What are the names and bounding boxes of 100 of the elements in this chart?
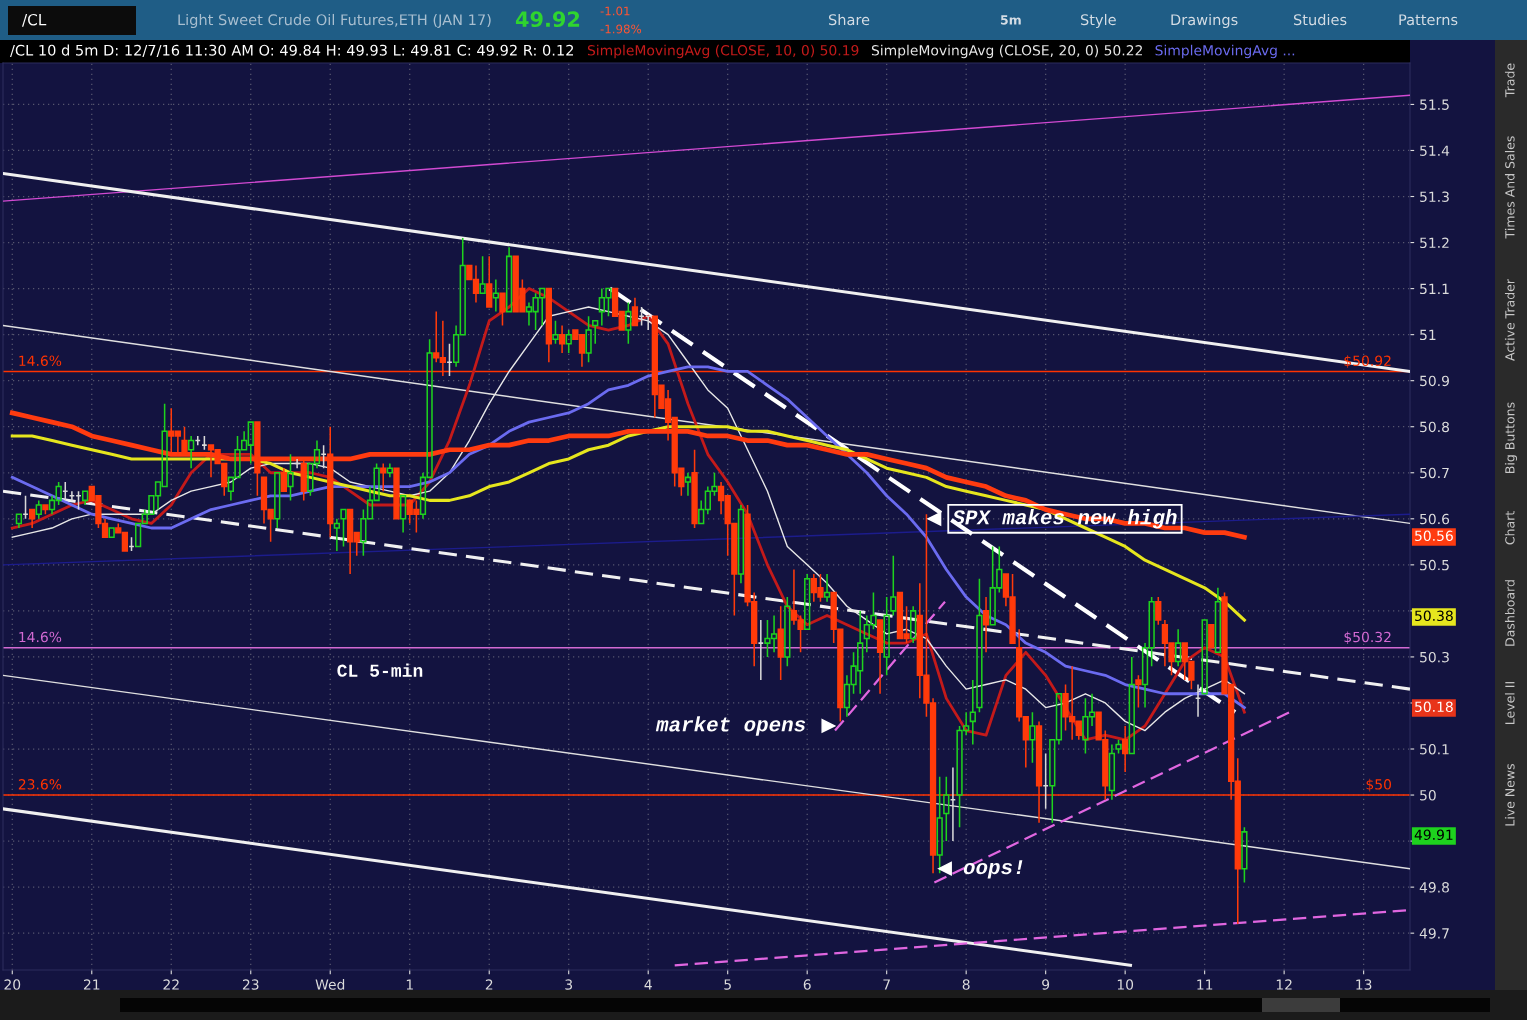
y-tick-label: 51.2 [1420, 237, 1449, 249]
candlestick [804, 573, 811, 631]
text: /CL [22, 13, 47, 27]
text: Patterns [1399, 14, 1458, 26]
x-tick-label: 6 [803, 979, 811, 990]
y-tick-label: 51.1 [1420, 283, 1449, 295]
candlestick [1201, 619, 1208, 695]
x-tick-label: 20 [4, 979, 21, 990]
y-tick-label: 50.5 [1420, 559, 1449, 571]
text: -1.98% [600, 24, 642, 34]
candlestick [386, 462, 394, 479]
candlestick [280, 467, 288, 492]
candlestick [181, 425, 188, 456]
candlestick [982, 596, 990, 654]
text: SimpleMovingAvg (CLOSE, 10, 0) 50.19 [587, 44, 859, 59]
candlestick [1174, 628, 1182, 667]
candlestick [1208, 623, 1215, 649]
candlestick [552, 320, 559, 345]
candlestick [545, 287, 552, 364]
annotation: oops! [963, 860, 1023, 879]
annotation: CL 5-min [337, 663, 423, 677]
candlestick [499, 292, 506, 327]
annotation: market opens [655, 716, 806, 736]
x-tick-label: 4 [644, 979, 652, 990]
candlestick [446, 343, 453, 377]
text: Times And Sales [1504, 136, 1515, 239]
candlestick [645, 315, 652, 331]
text: Level II [1504, 682, 1515, 724]
candlestick [187, 435, 195, 469]
text: Share [828, 13, 870, 26]
candlestick [300, 458, 307, 502]
y-tick-label: 51.5 [1420, 99, 1449, 110]
candlestick [333, 518, 341, 552]
candlestick [293, 458, 301, 469]
candlestick [194, 435, 201, 446]
candlestick [1108, 743, 1116, 801]
candlestick [1122, 725, 1129, 773]
text: Live News [1504, 763, 1515, 826]
text: Style [1080, 13, 1116, 29]
text: Dashboard [1504, 580, 1515, 646]
candlestick [823, 573, 831, 603]
candlestick [890, 554, 897, 617]
candlestick [1194, 683, 1202, 718]
candlestick [1128, 656, 1135, 755]
text: 50.56 [1415, 530, 1453, 542]
candlestick [684, 471, 692, 497]
candlestick [784, 596, 791, 667]
candlestick [943, 775, 950, 842]
candlestick [505, 246, 513, 313]
candlestick [108, 527, 115, 538]
x-tick-label: 12 [1276, 979, 1292, 990]
candlestick [28, 508, 36, 529]
candlestick [380, 462, 387, 492]
candlestick [949, 766, 957, 842]
x-tick-label: 2 [485, 979, 493, 990]
candlestick [68, 490, 76, 502]
candlestick [737, 504, 745, 585]
text: SimpleMovingAvg (CLOSE, 20, 0) 50.22 [871, 44, 1142, 59]
candlestick [492, 278, 499, 313]
candlestick [81, 490, 89, 506]
text: Studies [1293, 13, 1347, 26]
text: 49.92 [515, 11, 580, 28]
candlestick [22, 495, 29, 520]
candlestick [1214, 587, 1222, 654]
candlestick [340, 508, 347, 548]
text: Drawings [1171, 13, 1238, 29]
annotation: 14.6% [19, 355, 62, 366]
candlestick [592, 320, 599, 345]
candlestick [1029, 711, 1036, 764]
candlestick [274, 471, 281, 529]
candlestick [638, 306, 645, 327]
text: SimpleMovingAvg ... [1155, 44, 1295, 59]
candlestick [936, 775, 943, 875]
text: 5m [1000, 15, 1021, 25]
text: Trade [1504, 63, 1515, 98]
y-tick-label: 50.1 [1420, 743, 1449, 755]
y-tick-label: 51.3 [1420, 191, 1449, 202]
candlestick [565, 329, 572, 354]
y-tick-label: 51 [1420, 329, 1436, 341]
y-tick-label: 50 [1420, 790, 1436, 801]
x-tick-label: 1 [406, 979, 413, 990]
candlestick [486, 255, 493, 308]
chart-subtitle: /CL 10 d 5m D: 12/7/16 11:30 AM O: 49.84 H: 49.93 L: 49.81 C: 49.92 R: 0.12 [10, 44, 574, 57]
annotation: 14.6% [19, 631, 62, 643]
candlestick [558, 324, 566, 354]
ref-line-label: $50 [1366, 778, 1392, 792]
candlestick [254, 421, 261, 497]
x-tick-label: 7 [883, 979, 890, 990]
candlestick [62, 481, 69, 502]
y-tick-label: 49.7 [1419, 928, 1449, 939]
y-tick-label: 49.8 [1419, 882, 1449, 893]
y-tick-label: 50.9 [1420, 375, 1449, 387]
x-tick-label: 5 [724, 979, 731, 990]
ref-line-label: $50.32 [1344, 631, 1391, 645]
x-tick-label: 23 [242, 979, 259, 990]
text: 50.18 [1415, 701, 1453, 713]
text: -1.01 [600, 6, 630, 16]
text: 50.38 [1415, 610, 1453, 622]
x-tick-label: 9 [1042, 979, 1050, 990]
y-tick-label: 50.6 [1420, 513, 1450, 525]
